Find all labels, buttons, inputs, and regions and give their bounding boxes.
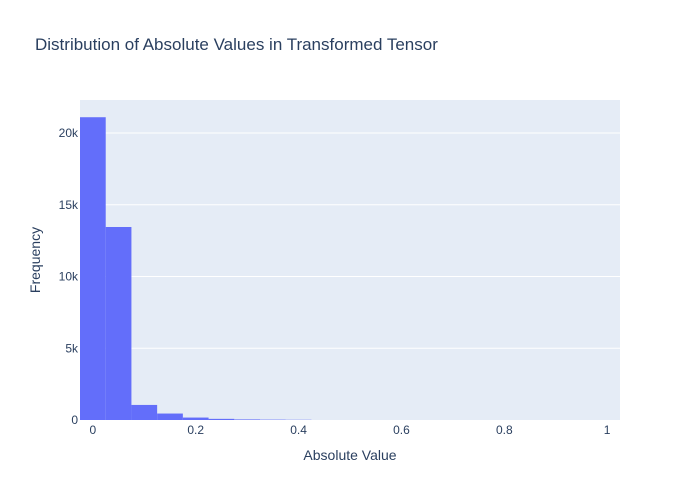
x-tick-label: 1: [604, 423, 611, 437]
histogram-bar: [182, 417, 209, 420]
y-tick-label: 5k: [65, 341, 79, 355]
histogram-bar: [234, 419, 260, 420]
x-tick-label: 0.2: [187, 423, 204, 437]
histogram-bar: [80, 117, 106, 421]
x-tick-label: 0.4: [290, 423, 307, 437]
x-tick-label: 0.6: [393, 423, 410, 437]
plot-area: [80, 100, 620, 420]
y-tick-label: 20k: [59, 126, 79, 140]
y-axis-ticks: 0 5k 10k 15k 20k: [59, 126, 79, 427]
y-tick-label: 15k: [59, 198, 79, 212]
x-tick-label: 0: [90, 423, 97, 437]
histogram-bar: [208, 418, 235, 420]
histogram-bar: [131, 404, 158, 420]
y-tick-label: 0: [71, 413, 78, 427]
y-gridlines: [80, 132, 620, 349]
histogram-bar: [157, 413, 183, 420]
y-axis-title: Frequency: [27, 227, 43, 293]
histogram-bars: [80, 117, 312, 421]
chart-title: Distribution of Absolute Values in Trans…: [35, 35, 438, 54]
x-tick-label: 0.8: [496, 423, 513, 437]
y-tick-label: 10k: [59, 270, 79, 284]
x-axis-ticks: 0 0.2 0.4 0.6 0.8 1: [90, 423, 611, 437]
histogram-bar: [105, 226, 132, 420]
x-axis-title: Absolute Value: [303, 447, 396, 463]
